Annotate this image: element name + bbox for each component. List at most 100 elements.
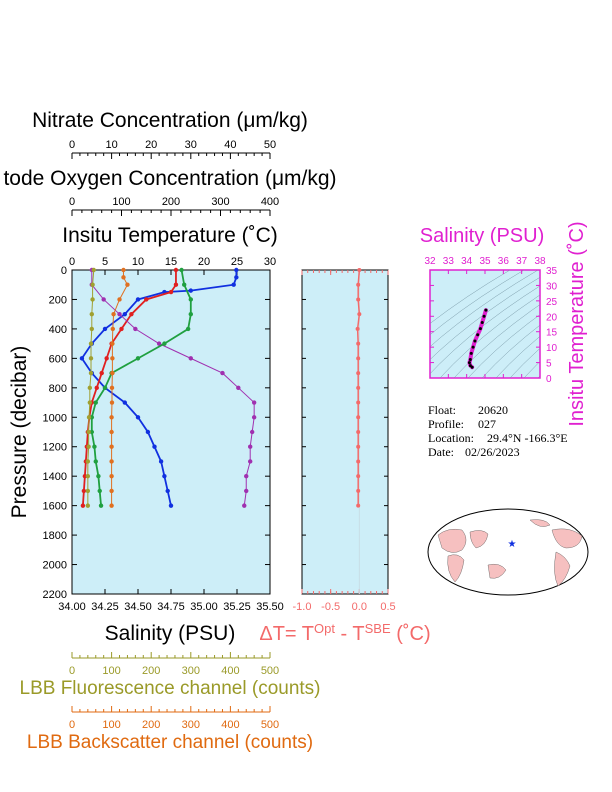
backscatter-tick-label: 300 [182,719,200,731]
ts-temperature-title: Insitu Temperature (˚C) [566,221,588,426]
fluorescence-axis: 0 100 200 300 400 500 [69,652,279,677]
fluorescence-profile-point [86,415,92,420]
nitrate-profile-point [156,341,162,346]
fluorescence-profile-point [86,444,91,449]
ts-temperature-tick-label: 5 [546,359,552,370]
pressure-tick-label: 200 [49,294,67,306]
salinity-profile-point [92,444,97,449]
temperature-profile-point [145,429,151,435]
salinity-profile-point [93,459,98,464]
ts-density-contour [509,348,540,378]
salinity-profile-point [188,297,193,302]
ts-density-contour [523,361,540,378]
ts-density-contour [430,276,540,360]
delta-t-point [356,356,361,361]
pressure-tick-label: 2000 [43,560,67,572]
oxygen-axis-title: tode Oxygen Concentration (μm/kg) [3,167,336,190]
oxygen-tick-label: 100 [112,196,130,208]
ts-salinity-tick-label: 34 [461,256,473,267]
float-location-marker: ★ [508,539,517,550]
temperature-profile-point [79,356,85,361]
backscatter-profile-point [117,297,122,302]
date-value: 02/26/2023 [465,445,520,459]
ts-point [469,351,473,355]
delta-t-point [356,371,361,376]
temperature-axis-title: Insitu Temperature (˚C) [62,224,278,247]
ts-point [480,320,484,324]
world-map-icon: ★ [427,508,589,596]
backscatter-profile-point [109,385,115,391]
pressure-tick-label: 800 [49,383,67,395]
ts-salinity-tick-label: 35 [479,256,491,267]
fluorescence-profile-point [90,297,95,302]
delta-t-point [356,459,361,464]
oxygen-profile-point [173,282,179,287]
ts-salinity-tick-label: 36 [498,256,510,267]
ts-point [482,314,486,318]
salinity-profile-point [98,503,104,508]
backscatter-tick-label: 400 [221,719,239,731]
delta-t-point [356,385,361,390]
backscatter-profile-point [110,370,115,376]
backscatter-tick-label: 200 [142,719,160,731]
ts-density-contours [430,270,540,378]
ts-density-contour [495,336,540,378]
main-plot-axes: 0 5 10 15 20 25 30 34.00 34.25 34.50 34.75 35.00 35.… [43,256,284,613]
oxygen-profile-point [99,370,104,376]
pressure-tick-label: 1800 [43,530,67,542]
nitrate-tick-label: 40 [224,139,236,151]
fluorescence-tick-label: 400 [221,665,239,677]
nitrate-profile-point [236,385,241,391]
ts-density-contour [481,324,540,378]
salinity-profile-point [182,282,187,287]
fluorescence-profile-point [88,341,94,346]
ts-temperature-tick-label: 15 [546,328,558,339]
nitrate-tick-label: 50 [264,139,276,151]
delta-t-axis-title: ΔT= TOpt - TSBE (˚C) [259,621,430,646]
fluorescence-axis-title: LBB Fluorescence channel (counts) [20,678,321,699]
main-plot-series [79,267,257,508]
salinity-profile-point [135,356,141,361]
nitrate-profile-point [248,444,253,449]
delta-t-tick-label: 0.5 [380,601,395,613]
oxygen-profile-point [81,488,87,494]
temperature-profile-point [188,288,193,293]
location-label: Location: [428,431,474,445]
nitrate-axis: 0 10 20 30 40 50 [69,139,276,159]
temperature-tick-label: 0 [69,256,75,268]
delta-t-point [356,297,361,302]
pressure-tick-label: 1200 [43,442,67,454]
temperature-profile-point [231,282,236,287]
temperature-profile-point [234,275,239,280]
fluorescence-profile-point [89,326,95,332]
date-label: Date: [428,445,454,459]
salinity-profile-point [185,326,191,332]
oxygen-tick-label: 0 [69,196,75,208]
oxygen-profile-line [81,270,177,506]
backscatter-profile-point [109,459,114,464]
salinity-tick-label: 35.25 [223,601,251,613]
fluorescence-tick-label: 200 [142,665,160,677]
temperature-tick-label: 15 [165,256,177,268]
backscatter-profile-point [109,429,114,435]
delta-t-point [357,312,362,317]
nitrate-profile-point [244,488,249,494]
delta-t-point [355,326,360,331]
delta-t-tick-label: -1.0 [293,601,312,613]
backscatter-profile-point [121,275,126,280]
backscatter-profile-point [109,415,114,420]
backscatter-tick-label: 100 [102,719,120,731]
oxygen-axis: 0 100 200 300 400 [69,196,279,216]
fluorescence-tick-label: 0 [69,665,75,677]
ts-temperature-tick-label: 0 [546,374,552,385]
delta-t-point [356,282,361,287]
salinity-axis-title: Salinity (PSU) [105,622,236,645]
delta-t-plot-area [301,269,389,595]
delta-t-point [356,341,361,346]
ts-density-contour [430,285,540,375]
oxygen-profile-point [80,503,86,508]
nitrate-profile-point [220,370,225,376]
ts-temperature-tick-label: 25 [546,297,558,308]
fluorescence-profile-point [87,400,93,405]
delta-t-point [356,503,361,508]
